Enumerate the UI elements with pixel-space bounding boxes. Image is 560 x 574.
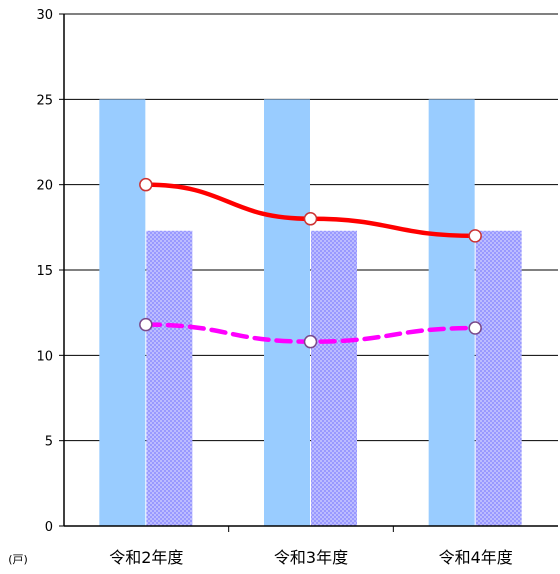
ytick-label: 25 bbox=[36, 93, 53, 108]
axes bbox=[59, 13, 558, 532]
line-series bbox=[139, 177, 482, 349]
ytick-label: 0 bbox=[45, 520, 53, 535]
line-point-2-2 bbox=[303, 334, 318, 349]
tick-labels: 0 5 10 15 20 25 30 令和2年度 令和3年度 令和4年度 bbox=[36, 8, 512, 567]
line-point-1-1 bbox=[139, 177, 153, 192]
bar-series1-1 bbox=[99, 99, 146, 526]
ytick-label: 20 bbox=[36, 179, 53, 194]
ytick-label: 10 bbox=[36, 349, 53, 364]
line-series-1 bbox=[143, 182, 478, 239]
bar-series2-3 bbox=[475, 230, 522, 526]
ytick-label: 30 bbox=[36, 8, 53, 23]
bars bbox=[99, 99, 522, 526]
xtick-label: 令和2年度 bbox=[109, 548, 183, 567]
line-point-1-3 bbox=[468, 229, 482, 243]
bar-series1-2 bbox=[264, 99, 310, 526]
ytick-label: 5 bbox=[45, 435, 53, 450]
line-point-2-1 bbox=[139, 317, 153, 332]
ytick-label: 15 bbox=[36, 264, 53, 279]
bar-series2-2 bbox=[311, 230, 357, 526]
line-point-2-3 bbox=[468, 321, 482, 335]
unit-label: (戸) bbox=[8, 553, 28, 566]
xtick-label: 令和3年度 bbox=[274, 548, 348, 567]
line-point-1-2 bbox=[303, 212, 318, 226]
bar-series1-3 bbox=[428, 99, 475, 526]
bar-series2-1 bbox=[146, 230, 193, 526]
xtick-label: 令和4年度 bbox=[439, 548, 513, 567]
